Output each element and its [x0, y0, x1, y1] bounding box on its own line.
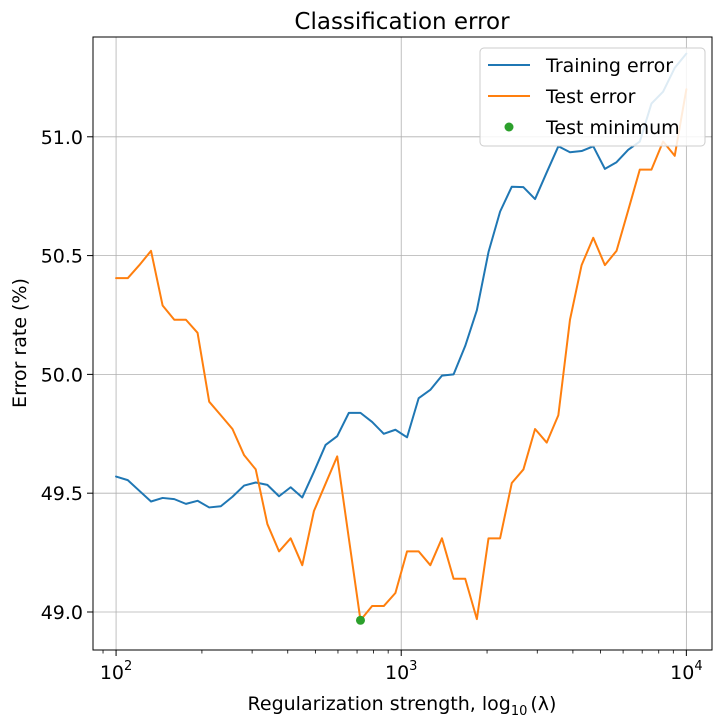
- x-tick-label-exponent: 4: [694, 659, 702, 674]
- x-tick-label: 104: [670, 659, 702, 684]
- y-tick-label: 50.5: [41, 246, 83, 268]
- chart-title: Classification error: [294, 9, 510, 35]
- test-error-line: [115, 88, 688, 622]
- legend: Training error Test error Test minimum: [479, 47, 706, 147]
- legend-label-training-error: Training error: [545, 55, 673, 77]
- test-minimum-point: [355, 615, 365, 625]
- legend-label-test-error: Test error: [545, 86, 636, 108]
- x-axis-label-suffix: (λ): [530, 693, 556, 715]
- legend-swatch-test-minimum: [504, 122, 514, 132]
- x-tick-label-exponent: 3: [409, 659, 417, 674]
- legend-box: [479, 47, 706, 147]
- x-tick-label-base: 10: [670, 662, 694, 684]
- x-axis-label-main: Regularization strength, log: [248, 693, 511, 715]
- x-axis-label-subscript: 10: [511, 704, 528, 719]
- x-tick-label-exponent: 2: [124, 659, 132, 674]
- y-tick-label: 49.0: [41, 602, 83, 624]
- y-tick-label: 50.0: [41, 364, 83, 386]
- plot-frame: [92, 36, 713, 651]
- legend-label-test-minimum: Test minimum: [545, 117, 680, 139]
- y-tick-label: 49.5: [41, 483, 83, 505]
- x-tick-label-base: 10: [385, 662, 409, 684]
- training-error-line: [115, 52, 688, 509]
- y-tick-label: 51.0: [41, 127, 83, 149]
- data-series: [115, 52, 688, 625]
- y-axis-label: Error rate (%): [9, 278, 31, 408]
- x-tick-label-base: 10: [100, 662, 124, 684]
- x-tick-label: 102: [100, 659, 132, 684]
- x-tick-label: 103: [385, 659, 417, 684]
- x-axis-label: Regularization strength, log10 (λ): [248, 693, 557, 719]
